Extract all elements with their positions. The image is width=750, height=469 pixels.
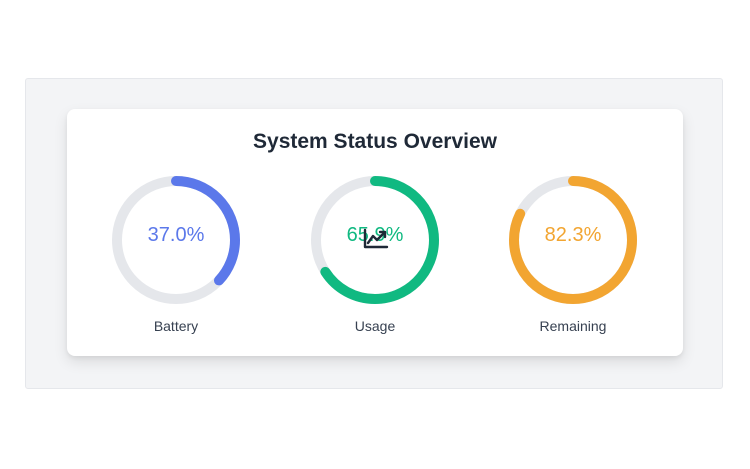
page-title: System Status Overview <box>253 130 497 153</box>
remaining-label: Remaining <box>539 318 607 334</box>
battery-gauge: 37.0% Battery <box>106 170 246 340</box>
battery-label: Battery <box>153 318 199 334</box>
chart-line-icon <box>363 228 389 249</box>
battery-ring-progress <box>112 176 240 304</box>
remaining-value: 82.3% <box>544 224 602 246</box>
usage-value: 65.9% <box>346 224 404 246</box>
battery-value: 37.0% <box>147 224 205 246</box>
usage-gauge: 65.9% Usage <box>305 170 445 340</box>
remaining-ring <box>509 176 637 304</box>
usage-label: Usage <box>354 318 396 334</box>
remaining-gauge: 82.3% Remaining <box>503 170 643 340</box>
usage-ring <box>311 176 439 304</box>
usage-ring-progress <box>311 176 439 304</box>
status-card <box>67 109 683 356</box>
remaining-ring-progress <box>509 176 637 304</box>
battery-ring <box>112 176 240 304</box>
